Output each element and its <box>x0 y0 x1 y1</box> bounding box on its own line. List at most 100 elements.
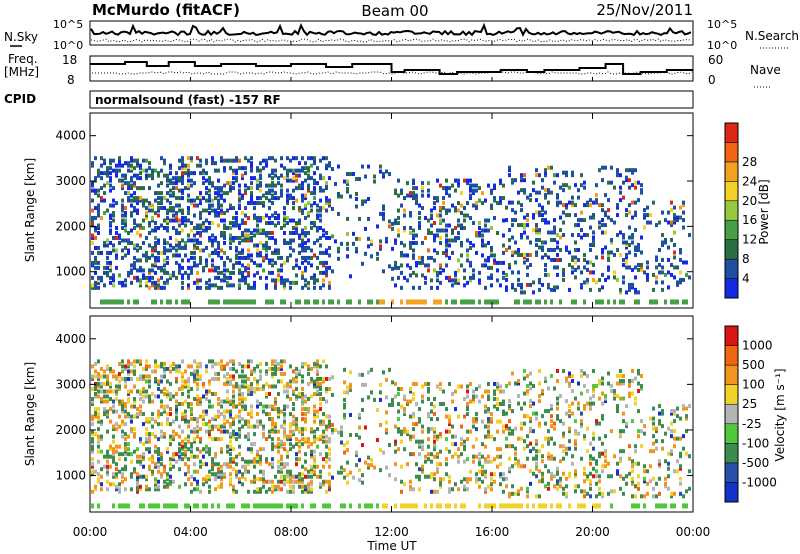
heatmap-cell <box>673 265 676 270</box>
heatmap-cell <box>199 278 202 283</box>
heatmap-cell <box>193 487 196 492</box>
heatmap-cell <box>562 233 565 238</box>
heatmap-cell <box>340 425 343 430</box>
heatmap-cell <box>409 230 412 235</box>
heatmap-cell <box>304 240 307 245</box>
heatmap-cell <box>190 409 193 414</box>
heatmap-cell <box>496 268 499 273</box>
heatmap-cell <box>634 265 637 270</box>
heatmap-cell <box>481 263 484 268</box>
heatmap-cell <box>292 196 295 201</box>
heatmap-cell <box>454 188 457 193</box>
heatmap-cell <box>139 223 142 228</box>
heatmap-cell <box>229 233 232 238</box>
heatmap-cell <box>217 253 220 258</box>
heatmap-cell <box>448 487 451 492</box>
heatmap-cell <box>562 270 565 275</box>
heatmap-cell <box>526 235 529 240</box>
heatmap-cell <box>145 437 148 442</box>
heatmap-cell <box>274 384 277 389</box>
heatmap-cell <box>457 278 460 283</box>
heatmap-cell <box>247 235 250 240</box>
heatmap-cell <box>247 389 250 394</box>
heatmap-cell <box>97 371 100 376</box>
heatmap-cell <box>412 240 415 245</box>
heatmap-cell <box>409 245 412 250</box>
heatmap-cell <box>544 409 547 414</box>
heatmap-cell <box>121 299 124 305</box>
heatmap-cell <box>466 253 469 258</box>
heatmap-cell <box>229 374 232 379</box>
heatmap-cell <box>658 459 661 464</box>
heatmap-cell <box>466 280 469 285</box>
heatmap-cell <box>190 268 193 273</box>
heatmap-cell <box>292 168 295 173</box>
heatmap-cell <box>94 245 97 250</box>
heatmap-cell <box>157 206 160 211</box>
heatmap-cell <box>391 266 394 271</box>
heatmap-cell <box>181 158 184 163</box>
heatmap-cell <box>409 414 412 419</box>
heatmap-cell <box>244 268 247 273</box>
heatmap-cell <box>121 503 124 509</box>
heatmap-cell <box>583 299 586 305</box>
heatmap-cell <box>652 486 655 491</box>
heatmap-cell <box>514 260 517 265</box>
heatmap-cell <box>202 208 205 213</box>
heatmap-cell <box>301 394 304 399</box>
heatmap-cell <box>268 417 271 422</box>
heatmap-cell <box>478 233 481 238</box>
heatmap-cell <box>205 449 208 454</box>
heatmap-cell <box>490 503 493 509</box>
heatmap-cell <box>160 206 163 211</box>
heatmap-cell <box>124 181 127 186</box>
heatmap-cell <box>127 434 130 439</box>
heatmap-cell <box>679 454 682 459</box>
heatmap-cell <box>457 235 460 240</box>
heatmap-cell <box>598 381 601 386</box>
colorbar-segment <box>724 325 739 346</box>
heatmap-cell <box>490 273 493 278</box>
heatmap-cell <box>535 456 538 461</box>
heatmap-cell <box>478 452 481 457</box>
heatmap-cell <box>94 255 97 260</box>
heatmap-cell <box>112 449 115 454</box>
heatmap-cell <box>577 406 580 411</box>
heatmap-cell <box>175 412 178 417</box>
heatmap-cell <box>97 168 100 173</box>
heatmap-cell <box>196 399 199 404</box>
heatmap-cell <box>292 176 295 181</box>
heatmap-cell <box>241 193 244 198</box>
heatmap-cell <box>631 464 634 469</box>
heatmap-cell <box>619 474 622 479</box>
heatmap-cell <box>121 206 124 211</box>
heatmap-cell <box>688 233 691 238</box>
heatmap-cell <box>445 248 448 253</box>
heatmap-cell <box>97 381 100 386</box>
heatmap-cell <box>310 163 313 168</box>
heatmap-cell <box>247 459 250 464</box>
heatmap-cell <box>508 168 511 173</box>
heatmap-cell <box>241 176 244 181</box>
heatmap-cell <box>187 464 190 469</box>
heatmap-cell <box>235 218 238 223</box>
heatmap-cell <box>592 215 595 220</box>
heatmap-cell <box>667 270 670 275</box>
heatmap-cell <box>457 178 460 183</box>
heatmap-cell <box>508 262 511 267</box>
heatmap-cell <box>202 409 205 414</box>
heatmap-cell <box>124 218 127 223</box>
heatmap-cell <box>202 482 205 487</box>
heatmap-cell <box>457 280 460 285</box>
heatmap-cell <box>499 198 502 203</box>
heatmap-cell <box>547 200 550 205</box>
heatmap-cell <box>148 399 151 404</box>
heatmap-cell <box>262 447 265 452</box>
heatmap-cell <box>169 474 172 479</box>
heatmap-cell <box>436 278 439 283</box>
heatmap-cell <box>418 439 421 444</box>
heatmap-cell <box>199 211 202 216</box>
heatmap-cell <box>211 457 214 462</box>
heatmap-cell <box>421 447 424 452</box>
